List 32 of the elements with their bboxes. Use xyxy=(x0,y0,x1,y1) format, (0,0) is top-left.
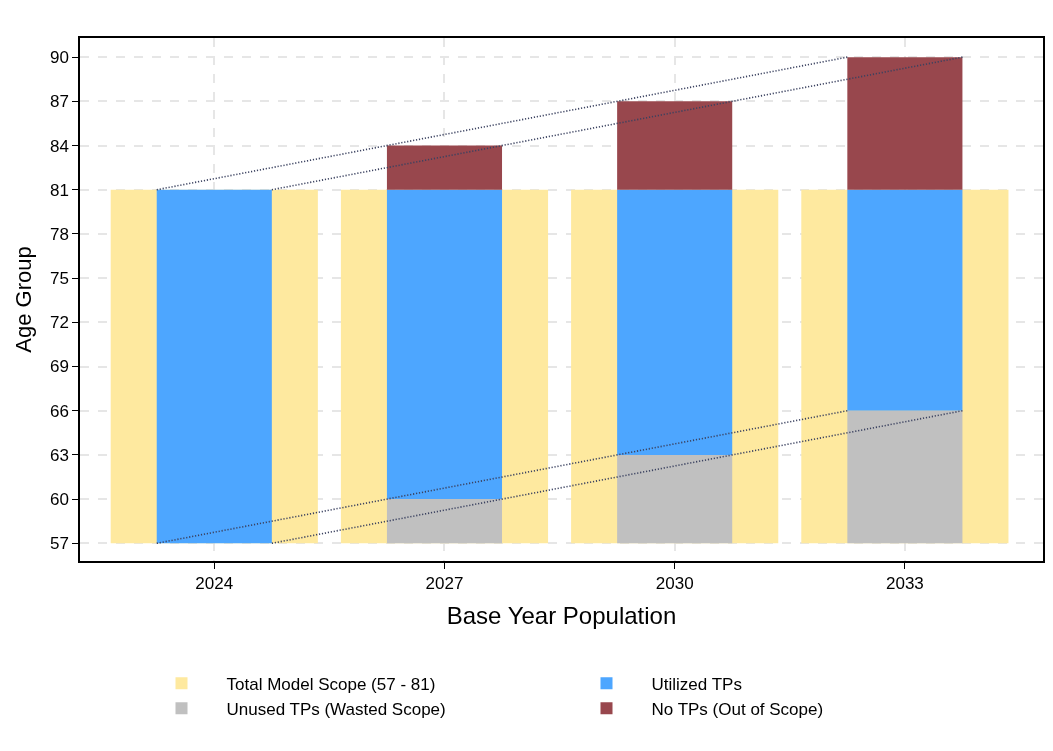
bar xyxy=(386,145,503,190)
bar xyxy=(156,189,272,544)
bar xyxy=(847,57,963,190)
bar xyxy=(847,410,963,544)
x-tick-label: 2024 xyxy=(195,574,234,594)
legend-label: Utilized TPs xyxy=(651,674,742,694)
legend-label: No TPs (Out of Scope) xyxy=(651,699,824,719)
bar xyxy=(617,454,733,544)
x-tick-label: 2030 xyxy=(655,574,694,594)
y-tick-label: 87 xyxy=(49,92,69,112)
bar xyxy=(617,101,733,190)
y-tick-label: 66 xyxy=(49,401,69,421)
bar xyxy=(617,189,733,455)
y-tick-label: 75 xyxy=(49,269,69,289)
x-axis-title: Base Year Population xyxy=(446,601,677,629)
bar xyxy=(847,189,963,411)
legend-label: Unused TPs (Wasted Scope) xyxy=(226,699,446,719)
y-tick-label: 60 xyxy=(49,490,69,510)
y-tick-label: 69 xyxy=(49,357,69,377)
y-tick-label: 78 xyxy=(49,224,69,244)
y-tick-label: 63 xyxy=(49,445,69,465)
y-tick-label: 57 xyxy=(49,534,69,554)
bar xyxy=(386,189,503,500)
legend-label: Total Model Scope (57 - 81) xyxy=(226,674,436,694)
y-tick-label: 90 xyxy=(49,48,69,68)
x-tick-label: 2033 xyxy=(885,574,924,594)
y-tick-label: 72 xyxy=(49,313,69,333)
bar xyxy=(386,499,503,544)
y-tick-label: 84 xyxy=(49,136,69,156)
x-tick-label: 2027 xyxy=(425,574,464,594)
y-axis-title: Age Group xyxy=(11,246,37,353)
y-tick-label: 81 xyxy=(49,180,69,200)
